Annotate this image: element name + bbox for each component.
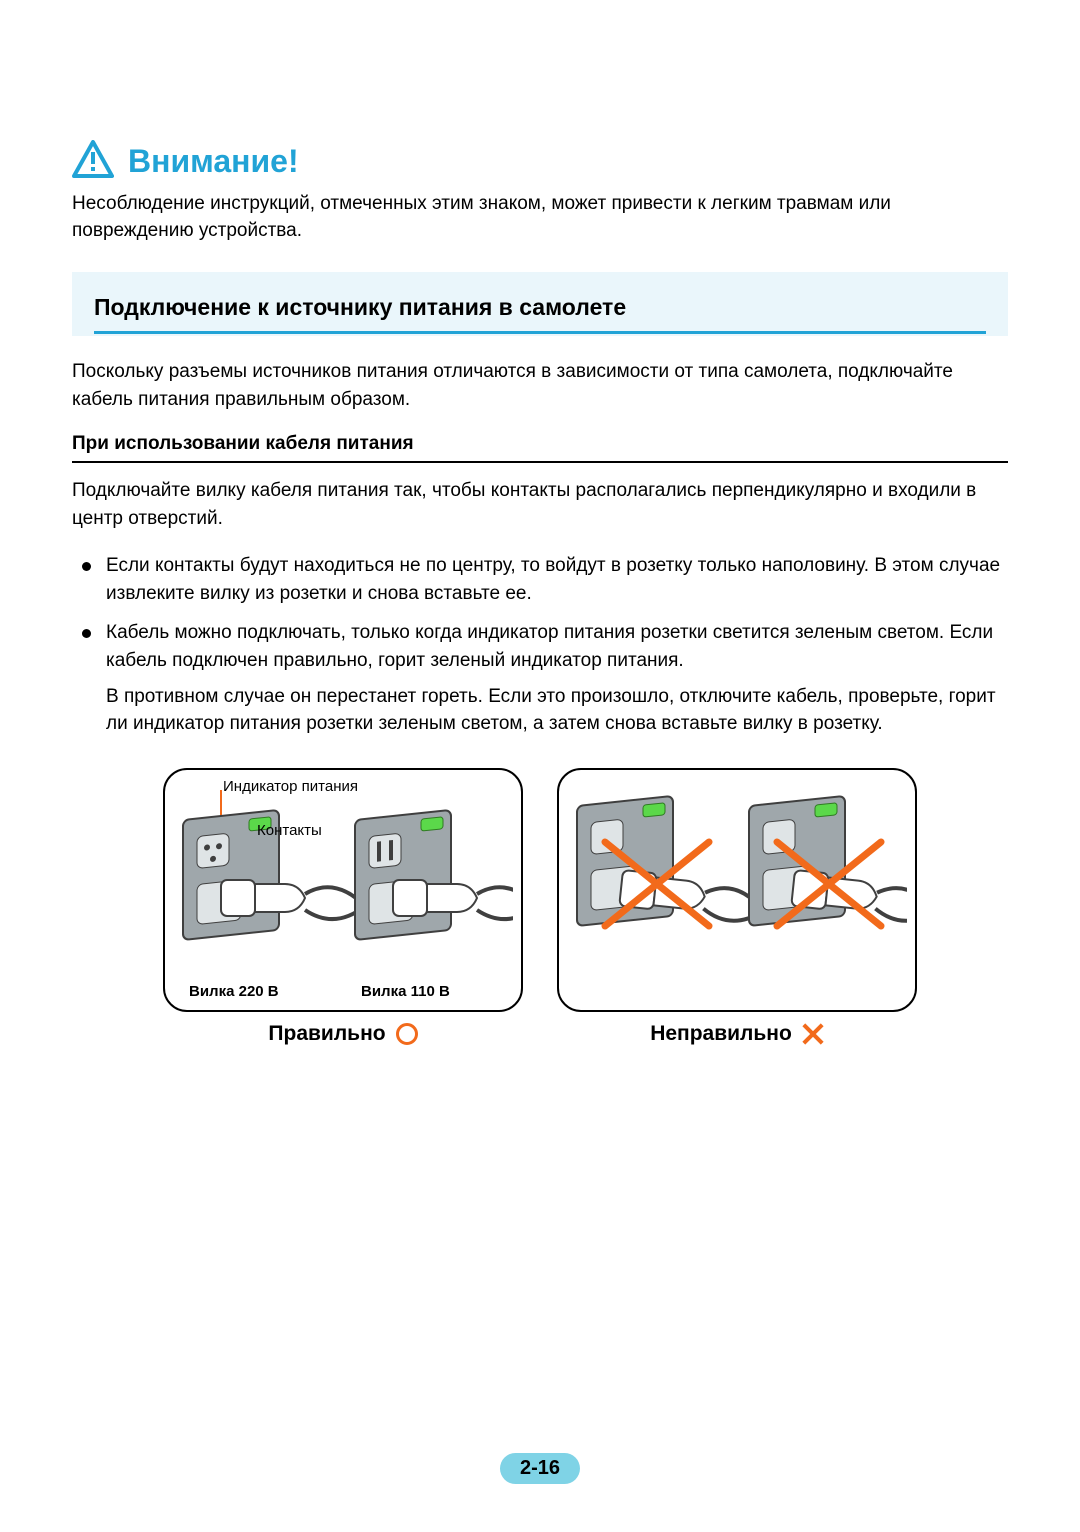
label-plug-110: Вилка 110 В	[361, 983, 450, 1000]
page-number: 2-16	[500, 1453, 580, 1484]
warning-triangle-icon	[72, 140, 114, 183]
bullet-extra-text: В противном случае он перестанет гореть.…	[106, 683, 1008, 738]
diagram-svg-correct	[177, 780, 513, 960]
annot-contacts: Контакты	[257, 822, 322, 839]
warning-title: Внимание!	[128, 143, 299, 180]
incorrect-x-icon	[802, 1023, 824, 1045]
caption-incorrect: Неправильно	[650, 1022, 792, 1046]
warning-description: Несоблюдение инструкций, отмеченных этим…	[72, 191, 1008, 244]
caption-correct: Правильно	[268, 1022, 385, 1046]
annot-indicator: Индикатор питания	[223, 778, 358, 795]
diagram-svg-incorrect	[571, 780, 907, 1000]
section-intro: Поскольку разъемы источников питания отл…	[72, 358, 1008, 413]
correct-circle-icon	[396, 1023, 418, 1045]
section-title: Подключение к источнику питания в самоле…	[94, 294, 986, 321]
subsection-title: При использовании кабеля питания	[72, 433, 1008, 463]
section-header: Подключение к источнику питания в самоле…	[72, 272, 1008, 336]
bullet-text: Кабель можно подключать, только когда ин…	[106, 622, 993, 671]
diagram-correct: Индикатор питания Контакты	[163, 768, 523, 1046]
list-item: Кабель можно подключать, только когда ин…	[72, 619, 1008, 737]
bullet-list: Если контакты будут находиться не по цен…	[72, 552, 1008, 737]
section-underline	[94, 331, 986, 334]
list-item: Если контакты будут находиться не по цен…	[72, 552, 1008, 607]
subsection-text: Подключайте вилку кабеля питания так, чт…	[72, 477, 1008, 532]
label-plug-220: Вилка 220 В	[189, 983, 279, 1000]
diagram-incorrect: Неправильно	[557, 768, 917, 1046]
